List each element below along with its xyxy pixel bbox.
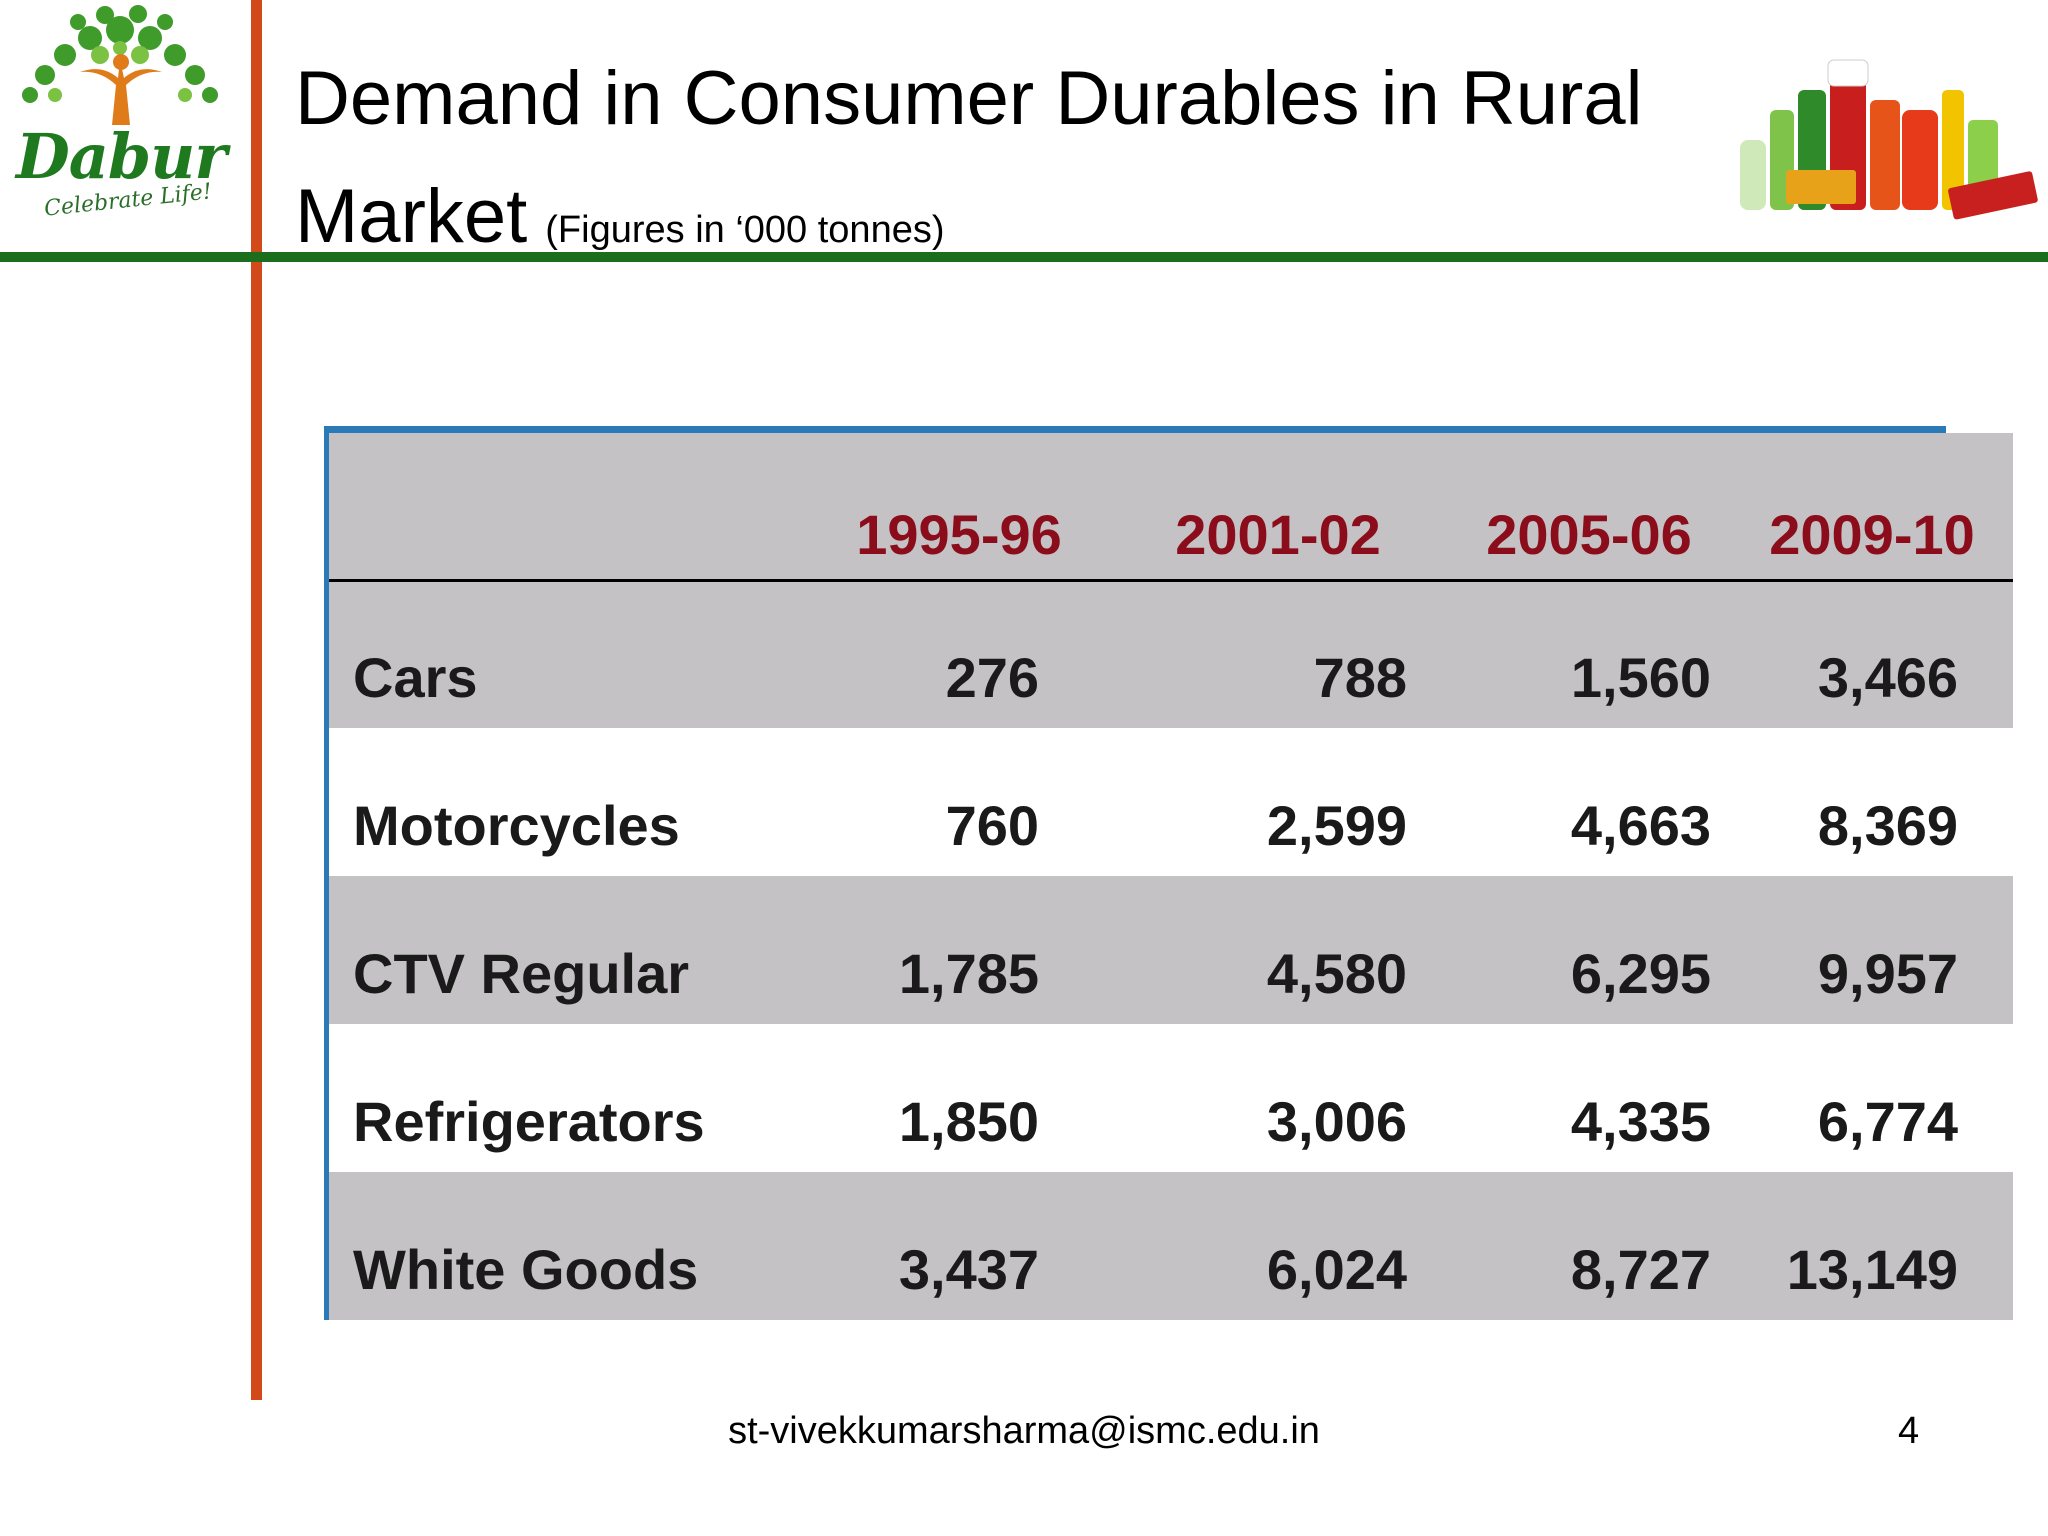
title-subtitle: (Figures in ‘000 tonnes) — [545, 209, 945, 251]
orange-divider — [251, 0, 262, 1400]
row-label: White Goods — [353, 1238, 699, 1301]
slide-title: Demand in Consumer Durables in Rural Mar… — [295, 40, 1745, 289]
footer-email: st-vivekkumarsharma@ismc.edu.in — [728, 1410, 1320, 1452]
header-row: 1995-96 2001-02 2005-06 2009-10 — [329, 433, 2013, 580]
row-label: Cars — [353, 646, 478, 709]
brand-name: Dabur — [15, 120, 227, 193]
table-cell: 8,369 — [1817, 794, 1958, 857]
table-cell: 3,006 — [1266, 1090, 1407, 1153]
column-header-2009-10: 2009-10 — [1769, 502, 1975, 566]
table-cell: 4,580 — [1266, 942, 1407, 1005]
table-cell: 4,335 — [1570, 1090, 1711, 1153]
table-cell: 1,850 — [898, 1090, 1039, 1153]
row-label: Refrigerators — [353, 1090, 705, 1153]
row-label: CTV Regular — [353, 942, 690, 1005]
data-table: 1995-96 2001-02 2005-06 2009-10 Cars 276… — [329, 433, 2013, 1320]
table-cell: 8,727 — [1570, 1238, 1711, 1301]
table-cell: 6,295 — [1570, 942, 1711, 1005]
page-number: 4 — [1898, 1410, 1920, 1452]
table-row: Cars 276 788 1,560 3,466 — [329, 580, 2013, 728]
table-cell: 788 — [1313, 646, 1407, 709]
table-cell: 3,437 — [898, 1238, 1039, 1301]
table-cell: 9,957 — [1817, 942, 1958, 1005]
table-row: Motorcycles 760 2,599 4,663 8,369 — [329, 728, 2013, 876]
row-label: Motorcycles — [353, 794, 680, 857]
product-bottles-icon — [1740, 59, 2038, 220]
table-cell: 6,024 — [1266, 1238, 1407, 1301]
column-header-1995-96: 1995-96 — [856, 502, 1062, 566]
table-cell: 1,785 — [898, 942, 1039, 1005]
table-cell: 3,466 — [1817, 646, 1958, 709]
table-cell: 2,599 — [1266, 794, 1407, 857]
table-cell: 6,774 — [1817, 1090, 1958, 1153]
table-row: White Goods 3,437 6,024 8,727 13,149 — [329, 1172, 2013, 1320]
product-image — [1730, 30, 2040, 230]
demand-table: 1995-96 2001-02 2005-06 2009-10 Cars 276… — [324, 426, 2013, 1320]
table-cell: 276 — [945, 646, 1039, 709]
table-cell: 13,149 — [1786, 1238, 1958, 1301]
table-cell: 1,560 — [1570, 646, 1711, 709]
green-divider — [0, 252, 2048, 262]
table-cell: 4,663 — [1570, 794, 1711, 857]
column-header-2001-02: 2001-02 — [1175, 502, 1381, 566]
column-header-2005-06: 2005-06 — [1486, 502, 1692, 566]
column-header-label — [329, 433, 809, 580]
table-cell: 760 — [945, 794, 1039, 857]
tree-logo-icon — [22, 5, 218, 125]
title-text: Demand in Consumer Durables in Rural Mar… — [295, 56, 1643, 259]
table-row: Refrigerators 1,850 3,006 4,335 6,774 — [329, 1024, 2013, 1172]
table-row: CTV Regular 1,785 4,580 6,295 9,957 — [329, 876, 2013, 1024]
dabur-logo: Dabur Celebrate Life! — [0, 0, 240, 240]
